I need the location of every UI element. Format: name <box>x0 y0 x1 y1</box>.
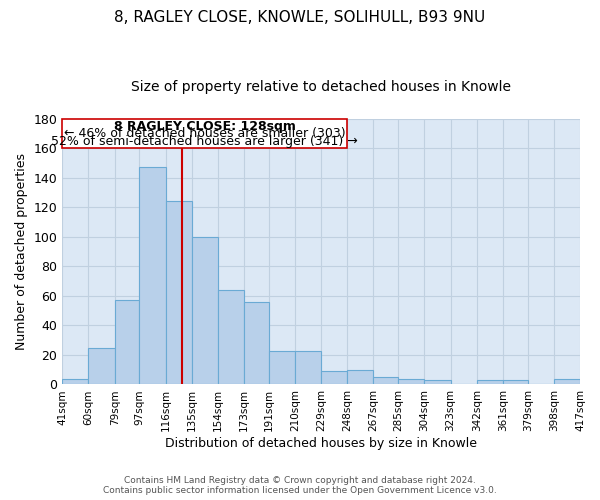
Bar <box>321 371 347 384</box>
X-axis label: Distribution of detached houses by size in Knowle: Distribution of detached houses by size … <box>165 437 477 450</box>
Bar <box>477 380 503 384</box>
Bar <box>347 370 373 384</box>
Bar <box>503 380 527 384</box>
Bar <box>424 380 451 384</box>
Bar <box>88 348 115 385</box>
Bar <box>554 378 580 384</box>
Bar <box>218 290 244 384</box>
Text: ← 46% of detached houses are smaller (303): ← 46% of detached houses are smaller (30… <box>64 127 346 140</box>
Text: 8 RAGLEY CLOSE: 128sqm: 8 RAGLEY CLOSE: 128sqm <box>114 120 296 132</box>
Y-axis label: Number of detached properties: Number of detached properties <box>15 153 28 350</box>
Bar <box>295 350 321 384</box>
Bar <box>373 377 398 384</box>
Bar <box>269 350 295 384</box>
Bar <box>192 237 218 384</box>
Bar <box>244 302 269 384</box>
Bar <box>115 300 139 384</box>
Bar <box>166 202 192 384</box>
Text: 8, RAGLEY CLOSE, KNOWLE, SOLIHULL, B93 9NU: 8, RAGLEY CLOSE, KNOWLE, SOLIHULL, B93 9… <box>115 10 485 25</box>
Bar <box>62 378 88 384</box>
Bar <box>62 119 347 148</box>
Text: Contains HM Land Registry data © Crown copyright and database right 2024.
Contai: Contains HM Land Registry data © Crown c… <box>103 476 497 495</box>
Text: 52% of semi-detached houses are larger (341) →: 52% of semi-detached houses are larger (… <box>52 136 358 148</box>
Title: Size of property relative to detached houses in Knowle: Size of property relative to detached ho… <box>131 80 511 94</box>
Bar <box>139 168 166 384</box>
Bar <box>398 378 424 384</box>
